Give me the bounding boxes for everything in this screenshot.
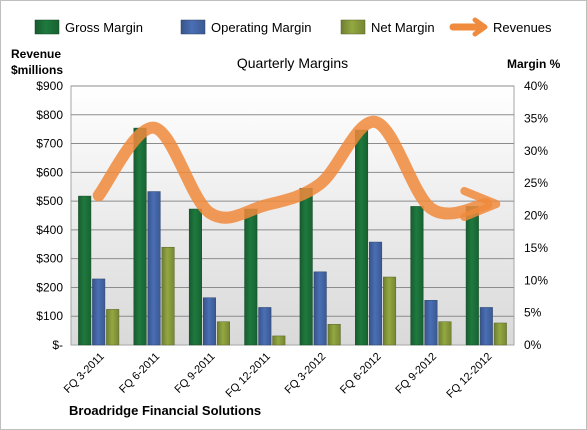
legend-label-net-margin: Net Margin — [371, 20, 435, 35]
legend-arrow-revenues — [472, 17, 488, 37]
category-label: FQ 9-2011 — [172, 351, 217, 396]
left-axis-label-line1: Revenue — [11, 47, 61, 61]
bar-gross-margin — [355, 129, 369, 346]
legend-label-revenues: Revenues — [493, 20, 552, 35]
legend-swatch-net-margin — [340, 19, 366, 35]
left-tick-label: $900 — [36, 79, 63, 93]
left-tick-label: $300 — [36, 252, 63, 266]
category-label: FQ 6-2012 — [338, 351, 384, 397]
bar-operating-margin — [424, 300, 438, 346]
bar-gross-margin — [78, 195, 92, 346]
legend-label-gross-margin: Gross Margin — [65, 20, 143, 35]
left-tick-label: $800 — [36, 108, 63, 122]
right-tick-label: 30% — [524, 144, 548, 158]
left-tick-label: $600 — [36, 165, 63, 179]
company-name: Broadridge Financial Solutions — [69, 403, 261, 418]
revenues-line — [92, 116, 493, 224]
bar-net-margin — [438, 321, 452, 346]
right-tick-label: 40% — [524, 79, 548, 93]
chart-title: Quarterly Margins — [237, 55, 348, 71]
right-tick-label: 5% — [524, 306, 542, 320]
bar-gross-margin — [410, 206, 424, 346]
bar-gross-margin — [244, 208, 258, 346]
left-axis-label-line2: $millions — [11, 63, 63, 77]
bar-net-margin — [272, 335, 286, 346]
left-tick-label: $700 — [36, 137, 63, 151]
right-tick-label: 15% — [524, 241, 548, 255]
bar-net-margin — [383, 276, 397, 346]
right-axis-label: Margin % — [507, 57, 561, 71]
right-tick-label: 10% — [524, 273, 548, 287]
bar-gross-margin — [188, 208, 202, 346]
bar-operating-margin — [202, 297, 216, 346]
left-tick-label: $500 — [36, 194, 63, 208]
category-label: FQ 12-2012 — [444, 351, 494, 401]
category-label: FQ 9-2012 — [393, 351, 439, 397]
left-tick-label: $400 — [36, 223, 63, 237]
bar-operating-margin — [258, 307, 272, 346]
bar-operating-margin — [147, 191, 161, 346]
right-tick-label: 20% — [524, 209, 548, 223]
right-tick-label: 0% — [524, 338, 542, 352]
bar-gross-margin — [465, 206, 479, 346]
legend-label-operating-margin: Operating Margin — [211, 20, 311, 35]
right-tick-label: 25% — [524, 176, 548, 190]
category-label: FQ 12-2011 — [224, 351, 273, 400]
bar-net-margin — [106, 309, 120, 346]
left-tick-label: $200 — [36, 280, 63, 294]
bar-operating-margin — [313, 271, 327, 346]
category-label: FQ 6-2011 — [117, 351, 162, 396]
bar-operating-margin — [479, 307, 493, 346]
bar-net-margin — [493, 322, 507, 346]
bar-net-margin — [216, 321, 230, 346]
revenues-arrowhead — [460, 186, 501, 221]
legend-swatch-gross-margin — [34, 19, 60, 35]
right-tick-label: 35% — [524, 111, 548, 125]
bar-operating-margin — [92, 278, 106, 346]
legend-swatch-operating-margin — [180, 19, 206, 35]
category-label: FQ 3-2012 — [283, 351, 329, 397]
category-label: FQ 3-2011 — [62, 351, 107, 396]
left-tick-label: $100 — [36, 309, 63, 323]
bar-gross-margin — [133, 127, 147, 346]
bar-net-margin — [327, 324, 341, 346]
left-tick-label: $- — [52, 338, 63, 352]
bar-operating-margin — [369, 241, 383, 346]
bar-net-margin — [161, 246, 175, 346]
bar-gross-margin — [299, 188, 313, 346]
